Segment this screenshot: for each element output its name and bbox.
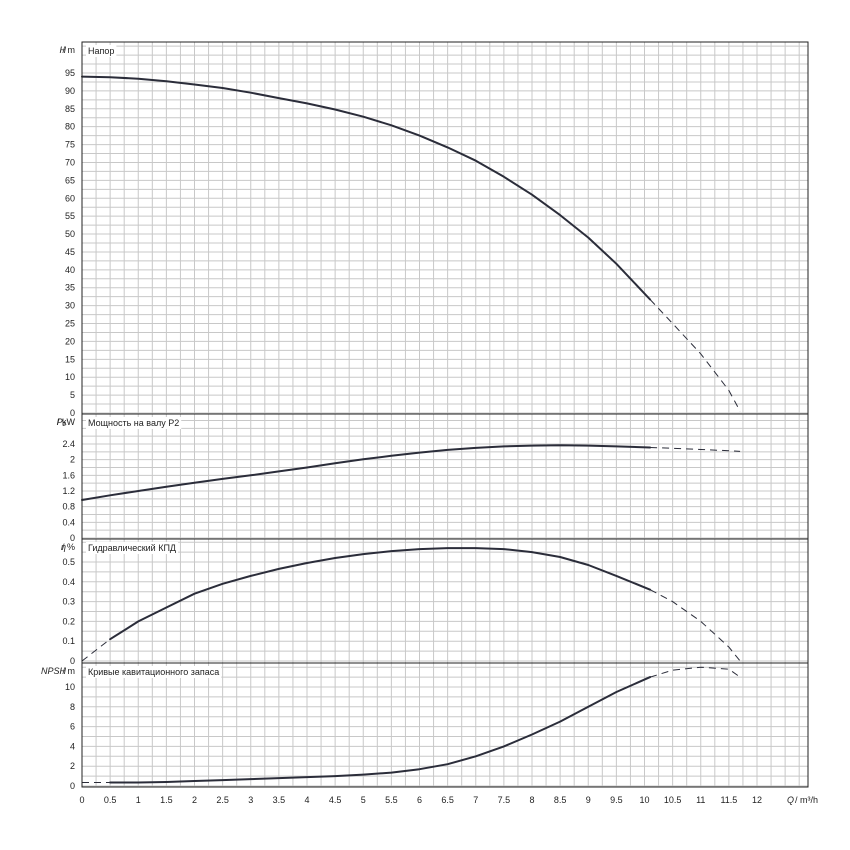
x-tick-label: 1.5 xyxy=(160,795,173,805)
head-y-tick-label: 5 xyxy=(70,390,75,400)
npsh-panel-title-bg xyxy=(86,666,222,678)
x-tick-label: 10 xyxy=(639,795,649,805)
head-y-axis-label: H xyxy=(60,45,67,55)
head-y-axis-unit: / m xyxy=(63,45,76,55)
head-y-tick-label: 95 xyxy=(65,68,75,78)
curves xyxy=(81,75,741,784)
head-panel-title-bg xyxy=(86,45,117,57)
x-tick-label: 4 xyxy=(304,795,309,805)
x-tick-label: 6 xyxy=(417,795,422,805)
head-curve xyxy=(81,75,652,301)
power-y-axis-unit: / kW xyxy=(57,417,76,427)
head-y-tick-label: 35 xyxy=(65,283,75,293)
x-tick-label: 9 xyxy=(586,795,591,805)
head-y-tick-label: 20 xyxy=(65,336,75,346)
head-y-tick-label: 40 xyxy=(65,265,75,275)
npsh-y-axis-label: NPSH xyxy=(41,666,67,676)
power-curve-extrapolated xyxy=(650,447,741,452)
x-axis-label: Q xyxy=(787,795,794,805)
power-y-tick-label: 1.2 xyxy=(62,486,75,496)
plot-frame xyxy=(81,41,809,788)
x-tick-label: 3 xyxy=(248,795,253,805)
x-tick-label: 4.5 xyxy=(329,795,342,805)
power-y-tick-label: 0.8 xyxy=(62,502,75,512)
efficiency-y-tick-label: 0.4 xyxy=(62,577,75,587)
npsh-y-axis-unit: / m xyxy=(63,666,76,676)
x-tick-label: 11.5 xyxy=(720,795,737,805)
head-y-tick-label: 0 xyxy=(70,408,75,418)
efficiency-y-tick-label: 0.3 xyxy=(62,597,75,607)
power-y-tick-label: 2.4 xyxy=(62,439,75,449)
head-y-tick-label: 65 xyxy=(65,175,75,185)
x-tick-label: 8 xyxy=(529,795,534,805)
x-tick-label: 12 xyxy=(752,795,762,805)
efficiency-y-tick-label: 0.2 xyxy=(62,616,75,626)
power-curve xyxy=(81,444,652,501)
npsh-y-tick-label: 6 xyxy=(70,722,75,732)
head-y-tick-label: 90 xyxy=(65,86,75,96)
x-tick-label: 11 xyxy=(696,795,705,805)
power-panel-title-bg xyxy=(86,417,182,429)
head-y-tick-label: 45 xyxy=(65,247,75,257)
power-y-tick-label: 0.4 xyxy=(62,517,75,527)
efficiency-panel-title-bg xyxy=(86,542,179,554)
x-tick-label: 9.5 xyxy=(610,795,623,805)
head-y-tick-label: 30 xyxy=(65,301,75,311)
power-y-tick-label: 0 xyxy=(70,533,75,543)
efficiency-panel-title: Гидравлический КПД xyxy=(88,543,176,553)
head-y-tick-label: 70 xyxy=(65,157,75,167)
head-panel-title: Напор xyxy=(88,46,114,56)
power-y-axis-label: P₂ xyxy=(57,417,67,427)
efficiency-curve-extrapolated xyxy=(649,589,741,662)
efficiency-y-tick-label: 0.5 xyxy=(62,557,75,567)
head-y-tick-label: 25 xyxy=(65,319,75,329)
x-tick-label: 10.5 xyxy=(664,795,682,805)
x-tick-label: 5.5 xyxy=(385,795,398,805)
efficiency-curve xyxy=(109,547,652,641)
efficiency-curve-start-dashed xyxy=(81,638,111,662)
npsh-panel-title: Кривые кавитационного запаса xyxy=(88,667,219,677)
head-y-tick-label: 10 xyxy=(65,372,75,382)
x-tick-label: 8.5 xyxy=(554,795,567,805)
head-y-tick-label: 50 xyxy=(65,229,75,239)
power-y-tick-label: 1.6 xyxy=(62,470,75,480)
npsh-y-tick-label: 0 xyxy=(70,781,75,791)
efficiency-y-axis-label: η xyxy=(61,542,66,552)
efficiency-y-tick-label: 0.1 xyxy=(62,636,75,646)
x-tick-label: 0 xyxy=(79,795,84,805)
head-y-tick-label: 60 xyxy=(65,193,75,203)
npsh-y-tick-label: 2 xyxy=(70,761,75,771)
frame xyxy=(81,41,809,788)
x-tick-label: 5 xyxy=(361,795,366,805)
head-y-tick-label: 55 xyxy=(65,211,75,221)
x-tick-label: 7.5 xyxy=(498,795,511,805)
npsh-curve xyxy=(109,676,652,784)
head-y-tick-label: 80 xyxy=(65,122,75,132)
head-y-tick-label: 15 xyxy=(65,354,75,364)
efficiency-y-axis-unit: / % xyxy=(62,542,75,552)
npsh-curve-extrapolated xyxy=(649,666,741,678)
efficiency-y-tick-label: 0 xyxy=(70,656,75,666)
power-panel-title: Мощность на валу P2 xyxy=(88,418,179,428)
x-tick-label: 7 xyxy=(473,795,478,805)
x-tick-label: 2 xyxy=(192,795,197,805)
x-tick-label: 2.5 xyxy=(216,795,229,805)
npsh-y-tick-label: 8 xyxy=(70,702,75,712)
power-y-tick-label: 2 xyxy=(70,455,75,465)
x-tick-label: 0.5 xyxy=(104,795,117,805)
head-y-tick-label: 75 xyxy=(65,140,75,150)
npsh-y-tick-label: 4 xyxy=(70,741,75,751)
head-y-tick-label: 85 xyxy=(65,104,75,114)
x-tick-label: 6.5 xyxy=(441,795,454,805)
x-tick-label: 3.5 xyxy=(273,795,286,805)
labels: 05101520253035404550556065707580859095H/… xyxy=(41,45,818,805)
x-tick-label: 1 xyxy=(136,795,141,805)
head-curve-extrapolated xyxy=(649,299,741,412)
x-axis-unit: / m³/h xyxy=(795,795,818,805)
npsh-y-tick-label: 10 xyxy=(65,682,75,692)
